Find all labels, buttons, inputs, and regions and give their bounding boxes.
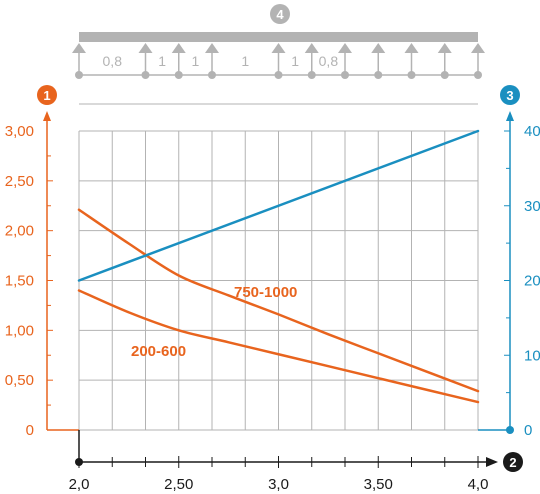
series-line-right-axis: [77, 129, 480, 282]
left-tick-label: 2,50: [5, 173, 34, 190]
badge-left-axis: 1: [37, 85, 57, 105]
span-label: 1: [291, 53, 299, 69]
badge-x-axis-label: 2: [509, 455, 516, 470]
right-tick-label: 30: [524, 198, 540, 215]
badge-beam: 4: [270, 4, 290, 24]
left-tick-label: 3,00: [5, 123, 34, 140]
left-tick-label: 2,00: [5, 223, 34, 240]
x-axis-arrow: [486, 457, 498, 467]
series-label-750-1000: 750-1000: [234, 284, 297, 301]
left-axis-arrow: [43, 111, 51, 121]
right-tick-label: 10: [524, 347, 540, 364]
x-tick-label: 2,0: [69, 476, 90, 493]
left-tick-label: 0,50: [5, 372, 34, 389]
support-triangle: [304, 43, 319, 53]
x-tick-label: 2,50: [164, 476, 193, 493]
span-label: 0,8: [319, 53, 339, 69]
x-tick-label: 4,0: [468, 476, 489, 493]
right-axis-arrow: [506, 111, 514, 121]
series-line-200-600: [77, 289, 480, 404]
span-label: 0,8: [103, 53, 123, 69]
right-tick-label: 0: [524, 422, 532, 439]
support-triangle: [271, 43, 286, 53]
series-label-200-600: 200-600: [131, 343, 186, 360]
badge-beam-label: 4: [276, 7, 284, 22]
badge-beam-circle: [270, 4, 290, 24]
badge-right-axis-circle: [500, 85, 520, 105]
grid: [78, 103, 479, 431]
beam-bar: [79, 32, 478, 42]
support-triangle: [205, 43, 219, 53]
badge-x-axis-circle: [503, 452, 523, 472]
left-tick-label: 1,00: [5, 322, 34, 339]
support-triangle: [338, 43, 352, 53]
left-tick-label: 1,50: [5, 273, 34, 290]
support-triangle: [437, 43, 452, 53]
badge-left-axis-circle: [37, 85, 57, 105]
support-triangle: [404, 43, 419, 53]
badge-right-axis: 3: [500, 85, 520, 105]
beam-diagram: 4 0,8 1 1 1 1 0,8: [72, 4, 485, 79]
badge-right-axis-label: 3: [506, 88, 513, 103]
badge-left-axis-label: 1: [43, 88, 50, 103]
span-label: 1: [191, 53, 199, 69]
x-tick-label: 3,0: [268, 476, 289, 493]
right-tick-label: 40: [524, 123, 540, 140]
support-triangle: [471, 43, 485, 53]
support-triangle: [171, 43, 186, 53]
series-lines: [77, 129, 480, 404]
badge-x-axis: 2: [503, 452, 523, 472]
right-tick-label: 20: [524, 273, 540, 290]
support-triangle: [138, 43, 153, 53]
span-label: 1: [241, 53, 249, 69]
series-labels: 750-1000 200-600: [131, 284, 297, 360]
support-triangle: [371, 43, 386, 53]
support-triangle: [72, 43, 86, 53]
series-line-750-1000: [77, 208, 480, 393]
left-tick-label: 0: [26, 422, 34, 439]
span-label: 1: [158, 53, 166, 69]
axes: 100,501,001,502,002,503,00301020304022,0…: [5, 85, 540, 493]
x-tick-label: 3,50: [364, 476, 393, 493]
